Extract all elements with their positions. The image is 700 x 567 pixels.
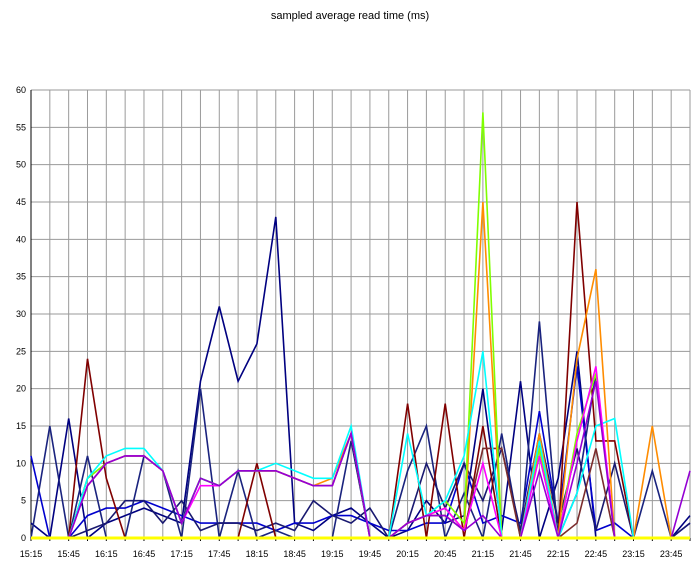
y-tick-label: 15 [16, 421, 26, 431]
y-tick-label: 30 [16, 309, 26, 319]
gridlines [30, 89, 691, 539]
x-tick-label: 16:45 [133, 549, 156, 559]
y-tick-label: 35 [16, 272, 26, 282]
y-tick-labels: 0 5 10 15 20 25 30 35 40 45 50 55 60 [16, 85, 26, 543]
y-tick-label: 5 [21, 496, 26, 506]
x-tick-label: 16:15 [95, 549, 118, 559]
y-tick-label: 45 [16, 197, 26, 207]
x-tick-label: 18:15 [246, 549, 269, 559]
chart-title: sampled average read time (ms) [270, 10, 430, 22]
series-line-8 [31, 112, 690, 539]
x-tick-label: 20:15 [396, 549, 419, 559]
y-tick-label: 40 [16, 234, 26, 244]
axes [30, 90, 691, 541]
x-tick-label: 17:45 [208, 549, 231, 559]
y-tick-label: 0 [21, 533, 26, 543]
x-tick-label: 21:45 [509, 549, 532, 559]
x-tick-label: 23:45 [660, 549, 683, 559]
series-line-2 [30, 366, 691, 539]
x-tick-label: 22:15 [547, 549, 570, 559]
x-tick-label: 19:15 [321, 549, 344, 559]
y-tick-label: 55 [16, 122, 26, 132]
x-tick-label: 15:45 [57, 549, 80, 559]
y-tick-label: 20 [16, 384, 26, 394]
y-tick-label: 60 [16, 85, 26, 95]
y-tick-label: 25 [16, 346, 26, 356]
series-lines [30, 112, 691, 542]
y-tick-label: 10 [16, 458, 26, 468]
series-line-11 [31, 381, 691, 542]
series-line-4 [31, 433, 691, 540]
y-tick-label: 50 [16, 160, 26, 170]
x-tick-label: 21:15 [472, 549, 495, 559]
x-tick-label: 20:45 [434, 549, 457, 559]
x-tick-label: 22:45 [585, 549, 608, 559]
x-tick-label: 17:15 [170, 549, 193, 559]
x-tick-labels: 15:15 15:45 16:15 16:45 17:15 17:45 18:15 18:45… [20, 549, 683, 559]
x-tick-label: 15:15 [20, 549, 43, 559]
x-tick-label: 19:45 [359, 549, 382, 559]
x-tick-label: 18:45 [283, 549, 306, 559]
x-tick-label: 23:15 [622, 549, 645, 559]
